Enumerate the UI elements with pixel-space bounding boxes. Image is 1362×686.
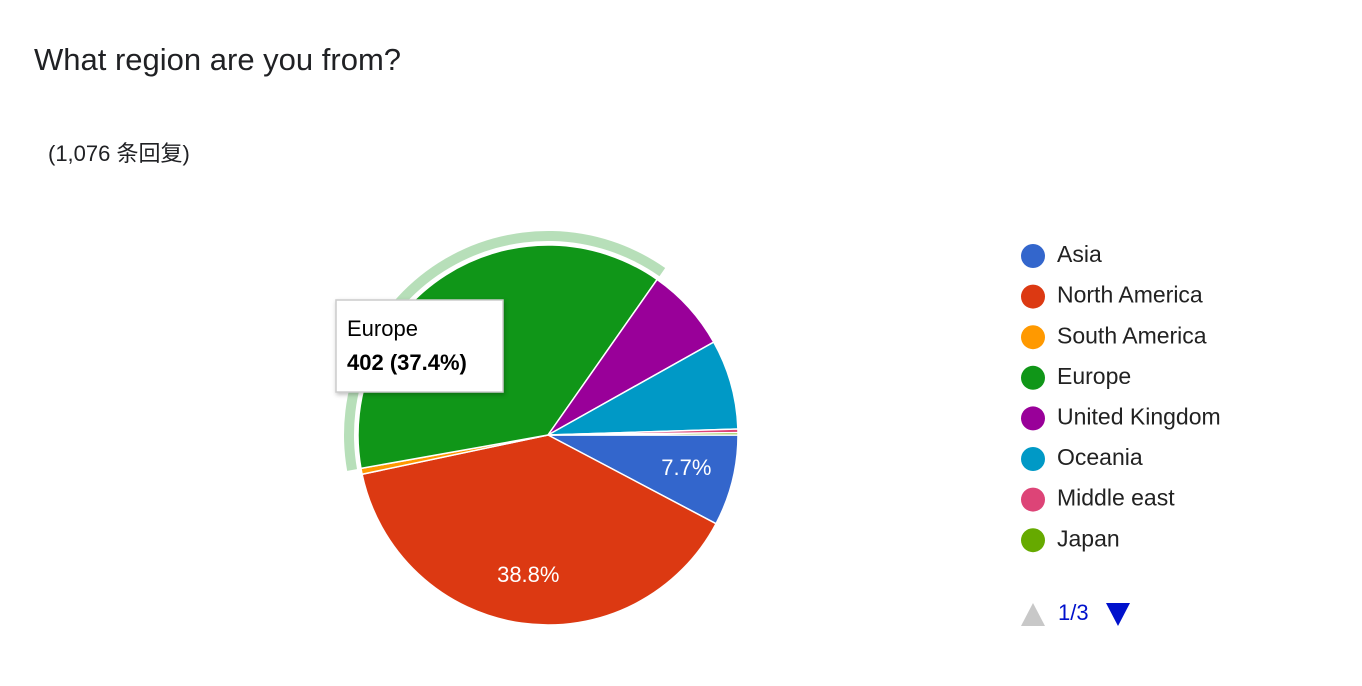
tooltip: Europe 402 (37.4%)	[335, 299, 504, 393]
pie: 7.7% 38.8%	[344, 230, 739, 626]
legend-swatch	[1021, 284, 1045, 309]
legend-swatch	[1021, 406, 1045, 431]
slice-label: 7.7%	[661, 455, 711, 480]
pager-prev[interactable]	[1021, 603, 1045, 626]
legend-label: United Kingdom	[1057, 403, 1221, 429]
slice-label: 38.8%	[497, 562, 559, 587]
tooltip-text: 402 (37.4%)	[347, 350, 467, 375]
pager-next[interactable]	[1106, 603, 1130, 626]
legend-swatch	[1021, 325, 1045, 350]
legend-label: Asia	[1057, 241, 1102, 267]
legend-label: Japan	[1057, 525, 1120, 551]
slice	[547, 434, 739, 525]
legend-swatch	[1021, 487, 1045, 512]
legend-label: North America	[1057, 282, 1203, 308]
legend-label: Middle east	[1057, 485, 1175, 511]
slice	[547, 431, 739, 436]
pager-label: 1/3	[1058, 600, 1089, 625]
slice-highlight	[344, 230, 666, 471]
slice	[361, 434, 718, 626]
legend: Asia North America South America Europe Unit…	[1021, 241, 1221, 553]
tooltip-box	[335, 299, 504, 393]
legend-label: Europe	[1057, 363, 1131, 389]
legend-swatch	[1021, 447, 1045, 471]
chart-title: What region are you from?	[34, 42, 401, 77]
tooltip-title: Europe	[347, 316, 418, 341]
legend-label: Oceania	[1057, 444, 1143, 470]
legend-swatch	[1021, 244, 1045, 268]
chart-subtitle: (1,076 条回复)	[48, 141, 190, 166]
legend-label: South America	[1057, 322, 1207, 348]
legend-swatch	[1021, 365, 1045, 390]
legend-swatch	[1021, 528, 1045, 553]
